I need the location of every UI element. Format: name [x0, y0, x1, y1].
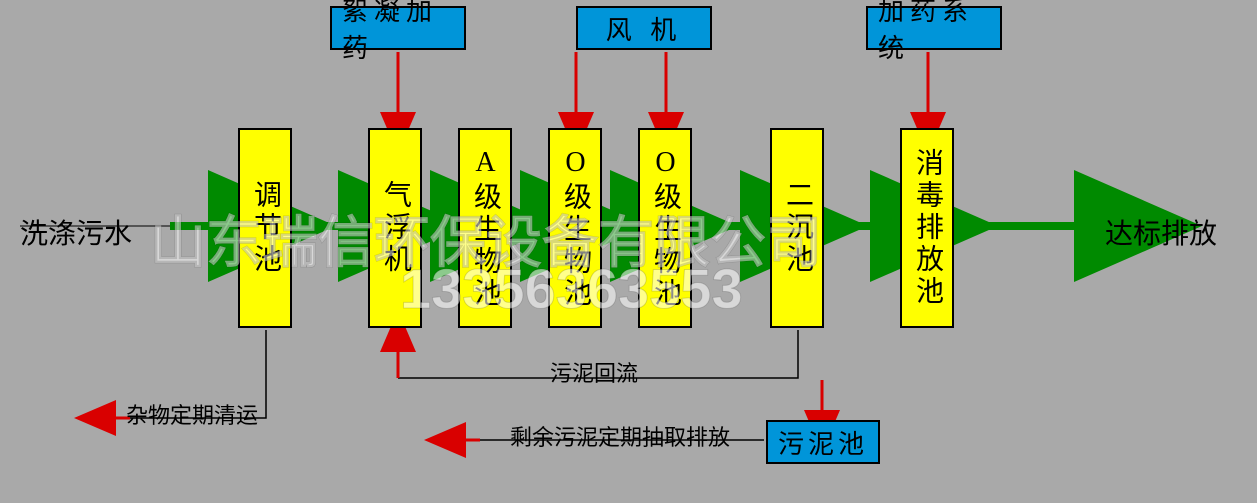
process-tank5: O级生物池 — [638, 128, 692, 328]
process-tank7: 消毒排放池 — [900, 128, 954, 328]
process-tank2: 气浮机 — [368, 128, 422, 328]
process-tank4: O级生物池 — [548, 128, 602, 328]
annotation-a3: 剩余污泥定期抽取排放 — [510, 420, 730, 452]
annotation-a2: 污泥回流 — [550, 356, 638, 388]
process-tank1: 调节池 — [238, 128, 292, 328]
label-outlet: 达标排放 — [1105, 212, 1217, 252]
aux-fan: 风 机 — [576, 6, 712, 50]
annotation-a1: 杂物定期清运 — [126, 398, 258, 430]
label-inlet: 洗涤污水 — [20, 212, 132, 252]
aux-sludge: 污泥池 — [766, 420, 880, 464]
aux-flocculant: 絮凝加药 — [330, 6, 466, 50]
process-tank6: 二沉池 — [770, 128, 824, 328]
aux-dosing: 加药系统 — [866, 6, 1002, 50]
process-tank3: A级生物池 — [458, 128, 512, 328]
